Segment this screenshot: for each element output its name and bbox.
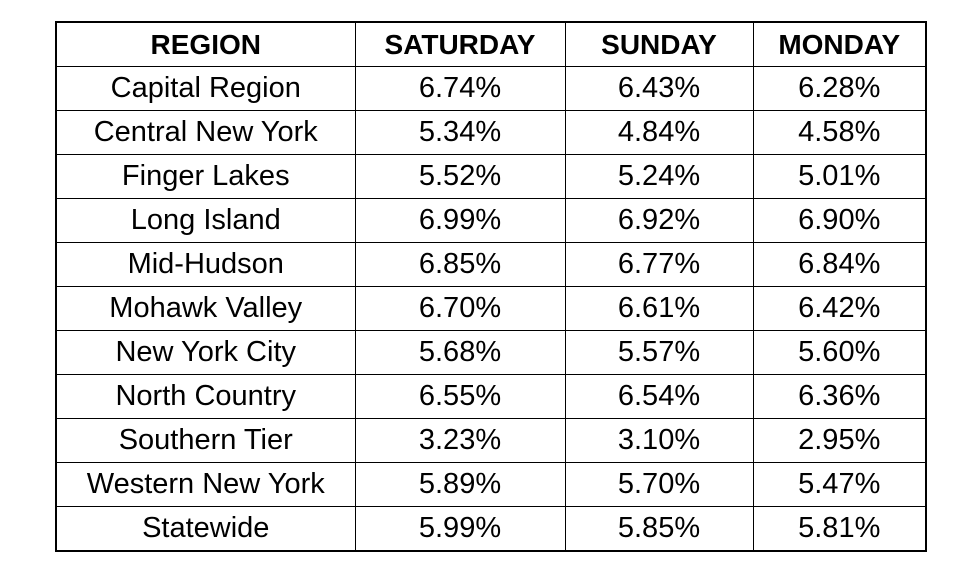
saturday-cell: 5.34% bbox=[354, 110, 566, 155]
saturday-cell: 3.23% bbox=[354, 418, 566, 463]
region-cell: Central New York bbox=[55, 110, 356, 155]
region-cell: Mid-Hudson bbox=[55, 242, 356, 287]
table-header: REGION SATURDAY SUNDAY MONDAY bbox=[55, 21, 927, 67]
sunday-cell: 6.92% bbox=[564, 198, 754, 243]
region-cell: Finger Lakes bbox=[55, 154, 356, 199]
saturday-cell: 6.55% bbox=[354, 374, 566, 419]
table-body: Capital Region 6.74% 6.43% 6.28% Central New… bbox=[55, 66, 927, 552]
saturday-cell: 5.89% bbox=[354, 462, 566, 507]
saturday-cell: 6.99% bbox=[354, 198, 566, 243]
region-cell: Southern Tier bbox=[55, 418, 356, 463]
region-cell: Capital Region bbox=[55, 66, 356, 111]
sunday-cell: 5.57% bbox=[564, 330, 754, 375]
monday-cell: 6.42% bbox=[752, 286, 927, 331]
table-row: Central New York 5.34% 4.84% 4.58% bbox=[55, 110, 927, 155]
table-row: North Country 6.55% 6.54% 6.36% bbox=[55, 374, 927, 419]
sunday-cell: 5.85% bbox=[564, 506, 754, 552]
table-row: Southern Tier 3.23% 3.10% 2.95% bbox=[55, 418, 927, 463]
table-row: Mid-Hudson 6.85% 6.77% 6.84% bbox=[55, 242, 927, 287]
saturday-cell: 5.52% bbox=[354, 154, 566, 199]
saturday-cell: 6.70% bbox=[354, 286, 566, 331]
monday-cell: 6.84% bbox=[752, 242, 927, 287]
region-cell: Statewide bbox=[55, 506, 356, 552]
region-cell: Mohawk Valley bbox=[55, 286, 356, 331]
table-row: New York City 5.68% 5.57% 5.60% bbox=[55, 330, 927, 375]
sunday-cell: 4.84% bbox=[564, 110, 754, 155]
table-row: Statewide 5.99% 5.85% 5.81% bbox=[55, 506, 927, 552]
sunday-cell: 6.61% bbox=[564, 286, 754, 331]
sunday-cell: 6.54% bbox=[564, 374, 754, 419]
sunday-cell: 6.77% bbox=[564, 242, 754, 287]
header-sunday: SUNDAY bbox=[564, 21, 754, 67]
saturday-cell: 6.85% bbox=[354, 242, 566, 287]
monday-cell: 2.95% bbox=[752, 418, 927, 463]
header-monday: MONDAY bbox=[752, 21, 927, 67]
region-cell: North Country bbox=[55, 374, 356, 419]
region-percentage-table: REGION SATURDAY SUNDAY MONDAY Capital Re… bbox=[55, 21, 927, 552]
monday-cell: 4.58% bbox=[752, 110, 927, 155]
table-row: Finger Lakes 5.52% 5.24% 5.01% bbox=[55, 154, 927, 199]
sunday-cell: 3.10% bbox=[564, 418, 754, 463]
region-cell: Western New York bbox=[55, 462, 356, 507]
region-cell: New York City bbox=[55, 330, 356, 375]
table-row: Western New York 5.89% 5.70% 5.47% bbox=[55, 462, 927, 507]
monday-cell: 6.28% bbox=[752, 66, 927, 111]
table-row: Mohawk Valley 6.70% 6.61% 6.42% bbox=[55, 286, 927, 331]
sunday-cell: 5.70% bbox=[564, 462, 754, 507]
monday-cell: 5.47% bbox=[752, 462, 927, 507]
header-row: REGION SATURDAY SUNDAY MONDAY bbox=[55, 21, 927, 67]
table-row: Long Island 6.99% 6.92% 6.90% bbox=[55, 198, 927, 243]
monday-cell: 6.36% bbox=[752, 374, 927, 419]
sunday-cell: 6.43% bbox=[564, 66, 754, 111]
header-region: REGION bbox=[55, 21, 356, 67]
saturday-cell: 5.99% bbox=[354, 506, 566, 552]
monday-cell: 5.60% bbox=[752, 330, 927, 375]
table-row: Capital Region 6.74% 6.43% 6.28% bbox=[55, 66, 927, 111]
saturday-cell: 6.74% bbox=[354, 66, 566, 111]
header-saturday: SATURDAY bbox=[354, 21, 566, 67]
region-cell: Long Island bbox=[55, 198, 356, 243]
monday-cell: 5.81% bbox=[752, 506, 927, 552]
monday-cell: 6.90% bbox=[752, 198, 927, 243]
monday-cell: 5.01% bbox=[752, 154, 927, 199]
sunday-cell: 5.24% bbox=[564, 154, 754, 199]
saturday-cell: 5.68% bbox=[354, 330, 566, 375]
